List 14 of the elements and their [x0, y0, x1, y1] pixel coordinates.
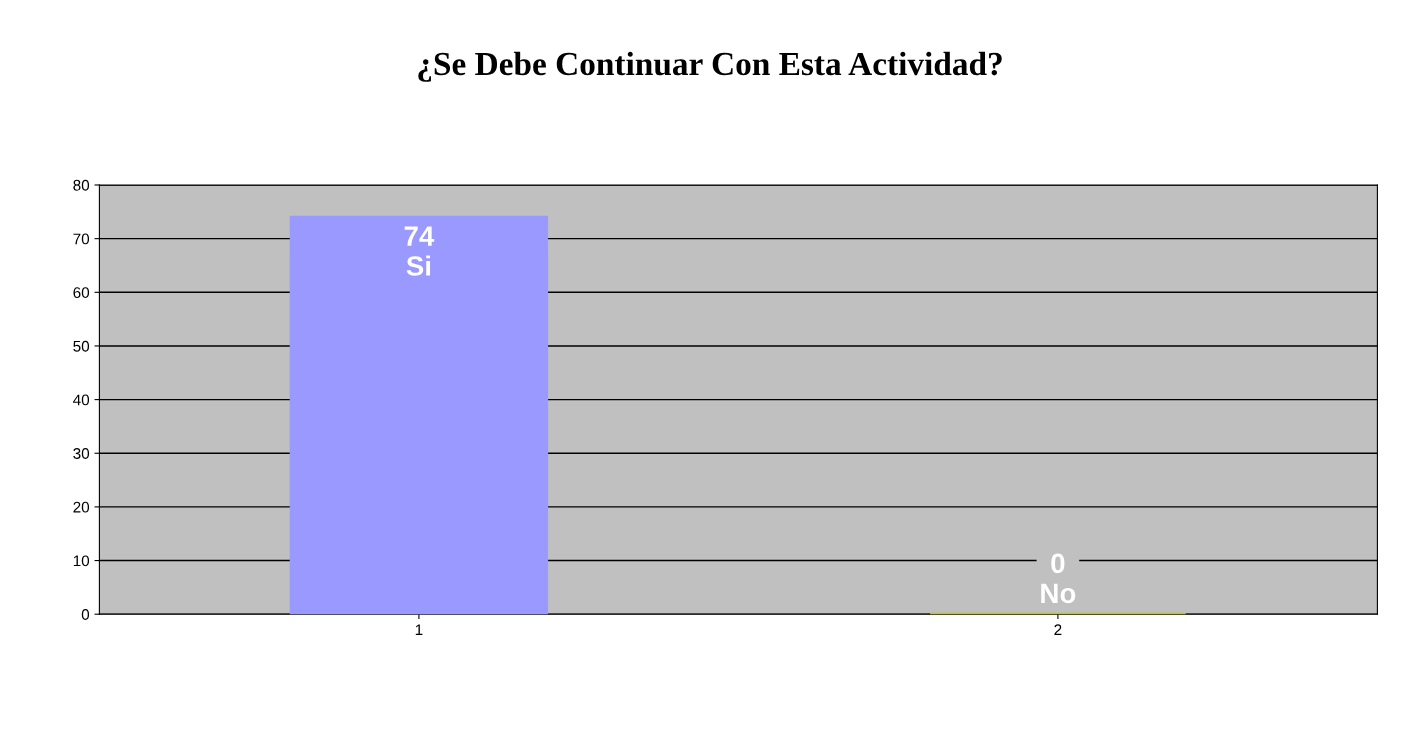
x-tick-label: 2	[1054, 624, 1062, 635]
chart-title: ¿Se Debe Continuar Con Esta Actividad?	[418, 51, 1002, 82]
y-tick-label: 10	[73, 555, 90, 567]
y-tick-label: 80	[73, 179, 90, 191]
data-label: 0 No	[1041, 553, 1076, 604]
y-tick-label: 50	[73, 340, 90, 352]
y-tick-label: 70	[73, 233, 90, 245]
y-tick-label: 20	[73, 501, 90, 513]
x-tick-label: 1	[415, 624, 423, 635]
y-tick-label: 30	[73, 448, 90, 459]
y-tick-label: 60	[73, 287, 90, 298]
y-tick-label: 40	[73, 394, 90, 406]
y-tick-label: 0	[81, 609, 90, 620]
data-label: 74 Si	[404, 226, 435, 276]
